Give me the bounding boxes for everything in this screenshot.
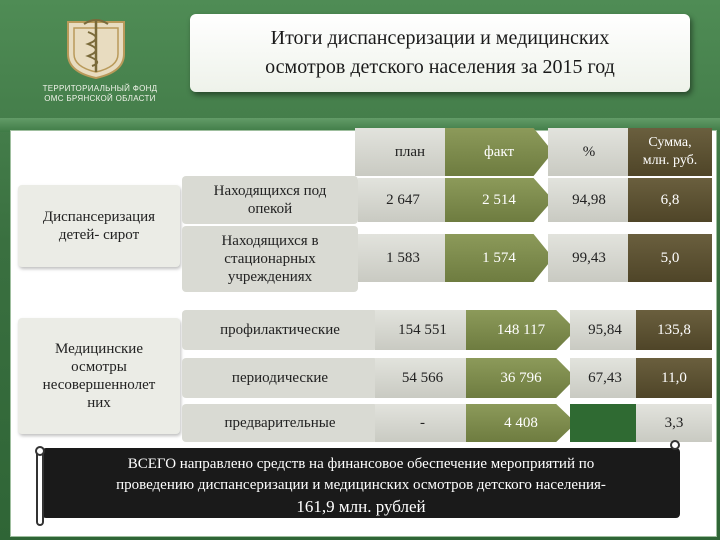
cell-fact: 2 514	[445, 178, 553, 222]
cell-sum-value: 5,0	[660, 250, 680, 266]
row-label-guardianship: Находящихся под опекой	[182, 176, 358, 224]
cell-sum-value: 11,0	[661, 370, 687, 386]
cell-sum-value: 3,3	[664, 415, 684, 431]
cell-sum: 3,3	[636, 404, 712, 442]
cell-sum: 5,0	[628, 234, 712, 282]
header-plan-label: план	[394, 144, 426, 160]
cell-plan: -	[375, 404, 470, 442]
cell-plan: 2 647	[358, 178, 448, 222]
header-sum-line: млн. руб.	[642, 153, 698, 168]
org-line: ОМС БРЯНСКОЙ ОБЛАСТИ	[44, 94, 156, 103]
cell-fact: 148 117	[466, 310, 576, 350]
organization-name: ТЕРРИТОРИАЛЬНЫЙ ФОНД ОМС БРЯНСКОЙ ОБЛАСТ…	[20, 84, 180, 104]
title-line: осмотров детского населения за 2015 год	[265, 56, 615, 78]
group-label-line: осмотры	[71, 359, 127, 375]
scroll-handle[interactable]	[36, 450, 44, 526]
row-label-line: опекой	[247, 201, 293, 217]
row-label-preliminary: предварительные	[182, 404, 378, 442]
cell-sum: 135,8	[636, 310, 712, 350]
group-label-line: несовершеннолет	[42, 377, 156, 393]
header-sum: Сумма, млн. руб.	[628, 128, 712, 176]
cell-percent-value: 95,84	[588, 322, 622, 338]
cell-plan-value: 2 647	[386, 192, 420, 208]
row-label-preventive: профилактические	[182, 310, 378, 350]
cell-percent-value: 94,98	[572, 192, 606, 208]
cell-plan: 1 583	[358, 234, 448, 282]
scroll-knob-right[interactable]	[670, 440, 680, 450]
cell-sum-value: 135,8	[657, 322, 691, 338]
title-line: Итоги диспансеризации и медицинских	[270, 27, 610, 49]
header-percent-label: %	[582, 144, 596, 160]
total-amount: 161,9 млн. рублей	[296, 497, 426, 516]
row-label-inpatient: Находящихся в стационарных учреждениях	[182, 226, 358, 292]
cell-sum: 6,8	[628, 178, 712, 222]
cell-plan-value: 54 566	[401, 370, 444, 386]
cell-percent: 95,84	[570, 310, 640, 350]
row-label-line: Находящихся под	[213, 183, 327, 199]
title-box: Итоги диспансеризации и медицинских осмо…	[190, 14, 690, 92]
cell-plan-value: -	[420, 415, 425, 431]
total-line: ВСЕГО направлено средств на финансовое о…	[127, 456, 595, 472]
header-percent: %	[548, 128, 630, 176]
row-label-line: предварительные	[224, 415, 336, 431]
cell-percent: 94,98	[548, 178, 630, 222]
cell-fact: 36 796	[466, 358, 576, 398]
group-label-line: них	[87, 395, 111, 411]
header-fact-label: факт	[483, 144, 515, 160]
group-label-line: детей- сирот	[58, 227, 140, 243]
cell-fact-value: 2 514	[482, 192, 516, 208]
group-label-line: Медицинские	[55, 341, 143, 357]
row-label-line: учреждениях	[227, 269, 313, 285]
caduceus-shield-logo-icon	[67, 19, 125, 80]
cell-sum: 11,0	[636, 358, 712, 398]
header-stripe	[0, 118, 720, 132]
page-title: Итоги диспансеризации и медицинских осмо…	[190, 24, 690, 82]
cell-sum-value: 6,8	[660, 192, 680, 208]
cell-plan: 154 551	[375, 310, 470, 350]
cell-percent	[570, 404, 640, 442]
cell-percent-value: 67,43	[588, 370, 622, 386]
cell-fact-value: 36 796	[500, 370, 542, 386]
scroll-knob-top[interactable]	[35, 446, 45, 456]
cell-fact-value: 148 117	[496, 322, 546, 338]
header-fact: факт	[445, 128, 553, 176]
org-line: ТЕРРИТОРИАЛЬНЫЙ ФОНД	[42, 84, 158, 93]
row-label-line: профилактические	[220, 322, 340, 338]
row-label-line: периодические	[231, 370, 329, 386]
row-label-line: стационарных	[224, 251, 316, 267]
header-sum-line: Сумма,	[648, 135, 692, 150]
cell-plan-value: 154 551	[398, 322, 447, 338]
cell-plan: 54 566	[375, 358, 470, 398]
cell-plan-value: 1 583	[386, 250, 420, 266]
row-label-periodic: периодические	[182, 358, 378, 398]
total-line: проведению диспансеризации и медицинских…	[116, 477, 606, 493]
cell-fact-value: 1 574	[482, 250, 516, 266]
total-summary: ВСЕГО направлено средств на финансовое о…	[42, 448, 680, 518]
group-label-medical-exams: Медицинские осмотры несовершеннолет них	[18, 318, 180, 434]
cell-percent-value: 99,43	[572, 250, 606, 266]
cell-percent: 99,43	[548, 234, 630, 282]
cell-fact: 4 408	[466, 404, 576, 442]
group-label-line: Диспансеризация	[42, 209, 156, 225]
group-label-orphans: Диспансеризация детей- сирот	[18, 185, 180, 267]
row-label-line: Находящихся в	[221, 233, 319, 249]
cell-fact: 1 574	[445, 234, 553, 282]
cell-percent: 67,43	[570, 358, 640, 398]
cell-fact-value: 4 408	[504, 415, 538, 431]
